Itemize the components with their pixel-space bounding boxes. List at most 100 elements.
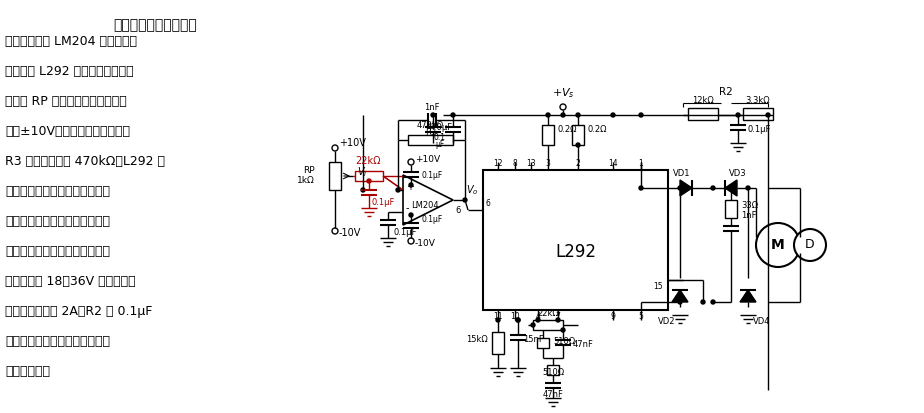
- Circle shape: [332, 145, 338, 151]
- Circle shape: [711, 300, 715, 304]
- Circle shape: [496, 318, 500, 322]
- Text: 0.1μF: 0.1μF: [421, 171, 443, 180]
- Text: 1nF: 1nF: [741, 211, 757, 221]
- Text: 47nF: 47nF: [573, 340, 594, 349]
- Text: 9: 9: [611, 312, 615, 321]
- Circle shape: [361, 188, 365, 192]
- Text: R2: R2: [719, 87, 733, 97]
- Bar: [537, 338, 549, 348]
- Text: μF: μF: [435, 140, 444, 149]
- Circle shape: [576, 143, 580, 147]
- Circle shape: [408, 238, 414, 244]
- Text: 0.1μF: 0.1μF: [393, 228, 417, 237]
- Text: 1nF: 1nF: [424, 103, 439, 112]
- Text: 电机负载电流为 2A。R2 和 0.1μF: 电机负载电流为 2A。R2 和 0.1μF: [5, 305, 152, 318]
- Polygon shape: [403, 175, 453, 225]
- Text: 电路由放大器 LM204 和单片功率: 电路由放大器 LM204 和单片功率: [5, 35, 137, 48]
- Circle shape: [678, 300, 682, 304]
- Bar: [483, 170, 668, 310]
- Text: 实际功能相当于一个功率互导放: 实际功能相当于一个功率互导放: [5, 185, 110, 198]
- Bar: [533, 320, 563, 330]
- Text: +10V: +10V: [415, 156, 440, 164]
- Text: 11: 11: [493, 312, 503, 321]
- Text: 的谐波信号。: 的谐波信号。: [5, 365, 50, 378]
- Text: +10V: +10V: [339, 138, 366, 148]
- Text: $+V_s$: $+V_s$: [552, 86, 575, 100]
- Circle shape: [701, 300, 705, 304]
- Text: 1: 1: [638, 159, 643, 168]
- Text: 7: 7: [555, 312, 561, 321]
- Circle shape: [408, 159, 414, 165]
- Text: 0.1: 0.1: [434, 133, 446, 142]
- Text: 15nF: 15nF: [523, 335, 543, 344]
- Text: 0.2Ω: 0.2Ω: [588, 126, 607, 135]
- Text: 510Ω: 510Ω: [553, 337, 575, 347]
- Circle shape: [431, 113, 435, 117]
- Text: 直流电机速度控制电路: 直流电机速度控制电路: [113, 18, 197, 32]
- Circle shape: [556, 318, 560, 322]
- Text: 8: 8: [513, 159, 517, 168]
- Text: +: +: [406, 182, 414, 192]
- Bar: [329, 162, 341, 190]
- Text: 47nF: 47nF: [542, 390, 564, 399]
- Text: VD1: VD1: [674, 169, 691, 178]
- Text: $V_o$: $V_o$: [466, 183, 479, 197]
- Circle shape: [678, 186, 682, 190]
- Bar: [725, 200, 737, 218]
- Text: VD4: VD4: [753, 318, 771, 327]
- Text: M: M: [772, 238, 784, 252]
- Text: 控制电压成比例的负载电流。其: 控制电压成比例的负载电流。其: [5, 245, 110, 258]
- Circle shape: [794, 229, 826, 261]
- Text: 0.2Ω: 0.2Ω: [558, 126, 578, 135]
- Text: VD3: VD3: [729, 169, 747, 178]
- Circle shape: [536, 318, 540, 322]
- Circle shape: [560, 104, 566, 110]
- Text: 10: 10: [510, 312, 520, 321]
- Text: 集成电路 L292 组成。电路的控制: 集成电路 L292 组成。电路的控制: [5, 65, 134, 78]
- Circle shape: [409, 213, 413, 217]
- Text: VD2: VD2: [658, 318, 675, 327]
- Circle shape: [611, 113, 615, 117]
- Text: -: -: [406, 203, 409, 213]
- Bar: [572, 125, 584, 145]
- Text: 12kΩ: 12kΩ: [692, 96, 714, 105]
- Text: R3: R3: [425, 128, 436, 137]
- Text: 22kΩ: 22kΩ: [355, 156, 381, 166]
- Circle shape: [711, 186, 715, 190]
- Circle shape: [516, 318, 520, 322]
- Circle shape: [736, 113, 740, 117]
- Circle shape: [463, 198, 467, 202]
- Text: 输出电压为 18～36V 时，能保持: 输出电压为 18～36V 时，能保持: [5, 275, 136, 288]
- Text: $V_i$: $V_i$: [357, 165, 368, 179]
- Text: R3 确定，取值为 470kΩ。L292 的: R3 确定，取值为 470kΩ。L292 的: [5, 155, 165, 168]
- Text: 5: 5: [638, 312, 643, 321]
- Circle shape: [546, 113, 550, 117]
- Text: 0.1μF: 0.1μF: [748, 125, 772, 134]
- Text: RP: RP: [303, 166, 315, 175]
- Bar: [408, 135, 453, 145]
- Circle shape: [639, 113, 643, 117]
- Text: 1kΩ: 1kΩ: [298, 176, 315, 185]
- Text: 0.1μF: 0.1μF: [372, 198, 395, 207]
- Text: 6: 6: [486, 199, 491, 208]
- Circle shape: [396, 188, 400, 192]
- Polygon shape: [680, 180, 692, 196]
- Text: D: D: [805, 238, 815, 252]
- Text: 470kΩ: 470kΩ: [417, 121, 444, 130]
- Polygon shape: [672, 290, 688, 302]
- Circle shape: [561, 328, 565, 332]
- Bar: [492, 332, 504, 354]
- Text: 12: 12: [493, 159, 503, 168]
- Text: 14: 14: [608, 159, 618, 168]
- Circle shape: [409, 183, 413, 187]
- Text: 15: 15: [653, 282, 663, 291]
- Text: 22kΩ: 22kΩ: [537, 309, 559, 318]
- Text: 电容，用于滤除米自测速发电机: 电容，用于滤除米自测速发电机: [5, 335, 110, 348]
- Text: 3: 3: [545, 159, 551, 168]
- Text: 33Ω: 33Ω: [741, 202, 758, 211]
- Bar: [743, 108, 773, 120]
- Circle shape: [367, 179, 371, 183]
- Text: 470μF: 470μF: [427, 123, 453, 132]
- Text: 2: 2: [576, 159, 580, 168]
- Text: 6: 6: [455, 206, 460, 215]
